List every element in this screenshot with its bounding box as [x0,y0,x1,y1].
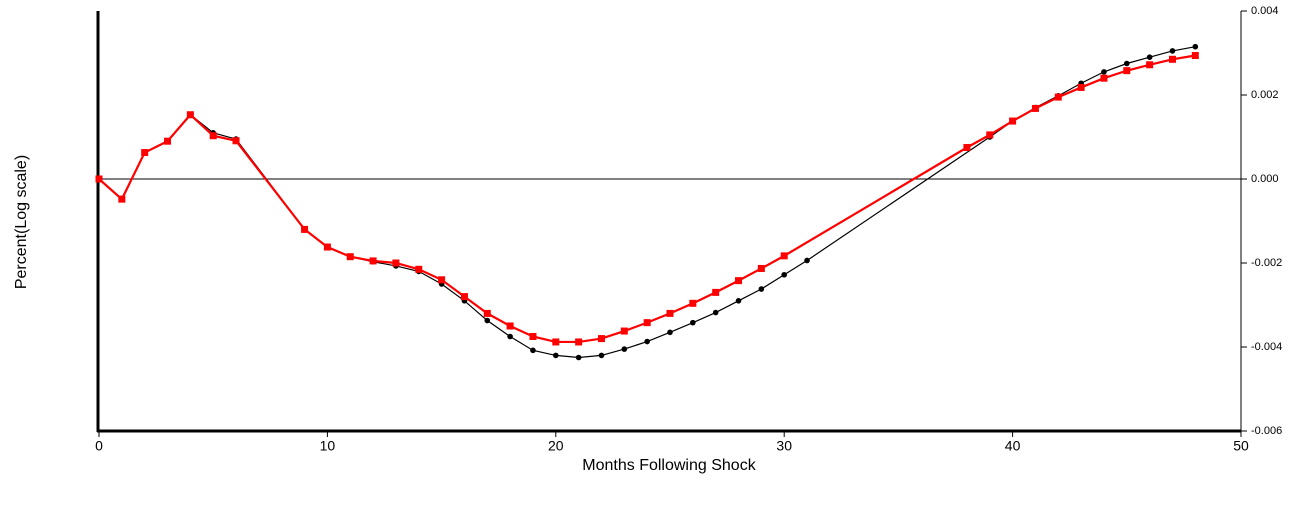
marker [780,252,788,260]
x-tick-label: 20 [548,438,564,454]
marker [575,338,583,346]
marker [1192,43,1199,50]
marker [483,309,491,317]
marker [323,243,331,251]
x-tick-label: 30 [776,438,792,454]
marker [575,354,582,361]
marker [507,333,513,340]
marker [232,137,240,145]
x-tick-label: 40 [1005,438,1021,454]
x-tick-label: 50 [1233,438,1249,454]
marker [689,299,697,307]
marker [95,175,103,183]
marker [963,144,971,151]
marker [1168,55,1176,63]
marker [735,277,743,285]
marker [1146,61,1154,69]
marker [598,352,605,359]
marker [758,286,765,292]
y-tick-label: 0.000 [1251,173,1279,185]
y-tick-label: -0.002 [1251,257,1282,269]
marker [186,111,194,119]
marker [644,338,650,345]
y-tick-label: 0.002 [1251,89,1279,101]
marker [1100,74,1108,82]
marker [597,335,605,343]
marker [1191,52,1199,60]
marker [209,132,217,140]
marker [141,149,149,157]
marker [757,264,765,272]
marker [530,347,536,354]
marker [712,288,720,296]
marker [781,271,787,278]
marker [712,309,719,316]
marker [415,265,423,273]
marker [164,137,172,145]
marker [1101,69,1107,75]
marker [735,298,742,304]
marker [1031,104,1039,112]
marker [804,257,810,264]
marker [666,309,674,317]
marker [392,259,400,267]
marker [1124,60,1130,67]
marker [346,253,354,261]
marker [620,327,628,335]
marker [1077,83,1085,91]
marker [1169,48,1176,54]
y-tick-label: -0.006 [1251,425,1282,437]
marker [1123,67,1131,75]
marker [506,322,514,330]
marker [643,319,651,327]
marker [1054,93,1062,101]
y-axis-label: Percent(Log scale) [13,155,30,289]
marker [552,338,560,346]
y-tick-label: -0.004 [1251,341,1282,353]
marker [553,352,559,359]
marker [118,195,126,203]
marker [438,276,446,284]
x-tick-label: 10 [320,438,336,454]
x-axis-label: Months Following Shock [582,457,756,474]
marker [986,131,994,139]
y-tick-label: 0.004 [1251,5,1279,17]
marker [369,257,377,265]
marker [1009,117,1017,125]
marker [690,319,696,326]
marker [484,317,491,324]
marker [529,333,537,340]
marker [301,225,309,233]
x-tick-label: 0 [95,438,103,454]
marker [667,329,673,336]
marker [1146,54,1153,60]
series-line [98,54,1196,344]
series-line [98,46,1196,359]
marker [460,293,468,301]
marker [621,346,628,352]
